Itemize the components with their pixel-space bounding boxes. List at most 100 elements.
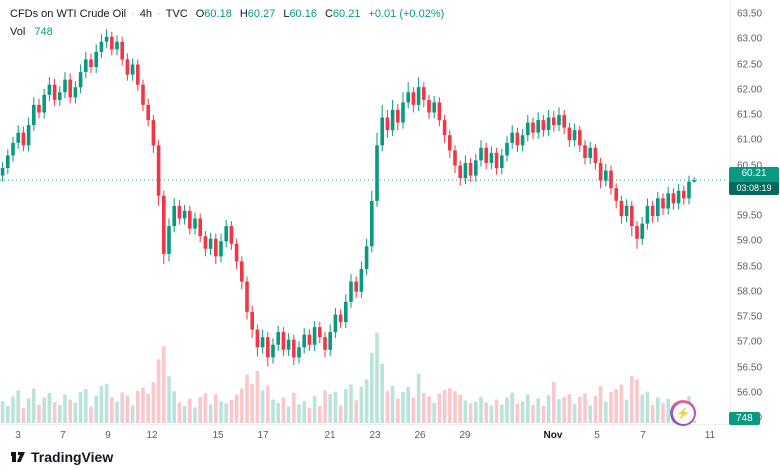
volume-bar xyxy=(286,406,291,423)
candle-body xyxy=(666,193,670,209)
candle-body xyxy=(552,117,556,126)
candle-body xyxy=(125,59,130,75)
candle-body xyxy=(94,51,98,67)
candle-body xyxy=(437,102,442,121)
volume-bar xyxy=(250,384,254,423)
volume-bar xyxy=(58,405,62,423)
candle-body xyxy=(650,205,655,216)
candle-body xyxy=(583,145,587,158)
time-axis[interactable]: 3 7 9 12 15 17 21 23 26 29 Nov 5 7 11 xyxy=(0,424,730,447)
volume-bar xyxy=(245,374,249,423)
price-axis-label: 57.00 xyxy=(737,336,763,348)
price-axis[interactable]: 63.5063.0062.5062.0061.5061.0060.5060.00… xyxy=(730,0,780,424)
candle-body xyxy=(52,84,57,100)
candle-body xyxy=(448,135,452,151)
volume-bar xyxy=(567,394,572,423)
candle-body xyxy=(349,281,353,302)
candle-body xyxy=(385,117,390,131)
volume-bar xyxy=(411,397,416,423)
volume-bar xyxy=(297,404,301,423)
candle-body xyxy=(0,168,5,176)
time-axis-label: 15 xyxy=(212,430,224,441)
interval-label[interactable]: 4h xyxy=(139,8,153,20)
candle-body xyxy=(338,314,343,323)
candle-body xyxy=(479,147,483,161)
volume-value: 748 xyxy=(34,26,53,38)
volume-bar xyxy=(151,382,156,423)
candle-body xyxy=(682,190,686,199)
time-axis-label: 9 xyxy=(105,430,111,441)
candle-body xyxy=(406,92,410,103)
volume-bar xyxy=(479,396,483,423)
legend-separator: · xyxy=(157,8,161,20)
candle-body xyxy=(312,327,317,345)
candle-body xyxy=(390,109,395,131)
candle-body xyxy=(624,205,629,216)
candle-body xyxy=(484,147,488,163)
candle-body xyxy=(531,122,535,133)
candle-body xyxy=(68,79,72,98)
candle-body xyxy=(84,59,88,72)
volume-bar xyxy=(130,405,135,423)
time-axis-label: 12 xyxy=(146,430,158,441)
volume-legend[interactable]: Vol 748 xyxy=(10,26,53,38)
candle-body xyxy=(567,127,572,141)
candle-body xyxy=(494,152,499,168)
volume-bar xyxy=(104,383,109,423)
volume-bar xyxy=(328,394,332,423)
volume-bar xyxy=(63,394,67,423)
candle-body xyxy=(32,104,36,126)
tradingview-logo-icon xyxy=(11,452,25,462)
volume-bar xyxy=(312,396,317,423)
volume-bar xyxy=(578,396,582,423)
volume-bar xyxy=(401,392,405,423)
volume-bar xyxy=(125,395,130,423)
volume-bar xyxy=(546,395,551,423)
volume-bar xyxy=(572,404,577,423)
candle-body xyxy=(276,332,280,345)
volume-bar xyxy=(536,398,540,423)
volume-bar xyxy=(156,359,161,423)
volume-bar xyxy=(541,405,546,423)
volume-bar xyxy=(666,398,670,423)
price-axis-label: 58.00 xyxy=(737,286,763,298)
price-axis-label: 62.00 xyxy=(737,84,763,96)
candle-body xyxy=(141,84,145,105)
volume-bar xyxy=(453,391,457,423)
volume-bar xyxy=(375,332,379,423)
volume-bar xyxy=(73,402,78,423)
volume-label: Vol xyxy=(10,26,26,38)
price-axis-label: 63.50 xyxy=(737,8,763,20)
volume-bar xyxy=(318,405,322,423)
candle-body xyxy=(661,198,665,209)
price-axis-label: 61.00 xyxy=(737,134,763,146)
volume-bar xyxy=(224,403,228,423)
boost-button[interactable]: ⚡ xyxy=(670,400,696,426)
candle-body xyxy=(541,120,546,131)
candle-body xyxy=(115,41,119,50)
volume-bar xyxy=(562,397,566,423)
price-axis-label: 59.50 xyxy=(737,210,763,222)
candle-body xyxy=(396,109,400,123)
candle-body xyxy=(557,115,561,126)
volume-bar xyxy=(448,388,452,423)
tradingview-logo[interactable]: TradingView xyxy=(10,449,113,465)
volume-bar xyxy=(380,363,384,423)
volume-bar xyxy=(276,402,280,423)
symbol-title[interactable]: CFDs on WTI Crude Oil xyxy=(10,8,127,20)
exchange-label[interactable]: TVC xyxy=(165,8,188,20)
candle-body xyxy=(380,117,384,146)
volume-bar xyxy=(32,388,36,423)
candle-body xyxy=(58,92,62,100)
volume-bar xyxy=(526,394,530,423)
volume-bar xyxy=(167,376,171,423)
candle-body xyxy=(588,147,592,158)
candle-body xyxy=(474,160,478,176)
legend-row[interactable]: CFDs on WTI Crude Oil · 4h · TVC O60.18 … xyxy=(10,8,444,20)
candle-body xyxy=(193,218,197,229)
price-axis-label: 56.50 xyxy=(737,362,763,373)
volume-bar xyxy=(99,386,104,423)
time-axis-label: 29 xyxy=(459,430,471,441)
candle-body xyxy=(453,150,457,166)
